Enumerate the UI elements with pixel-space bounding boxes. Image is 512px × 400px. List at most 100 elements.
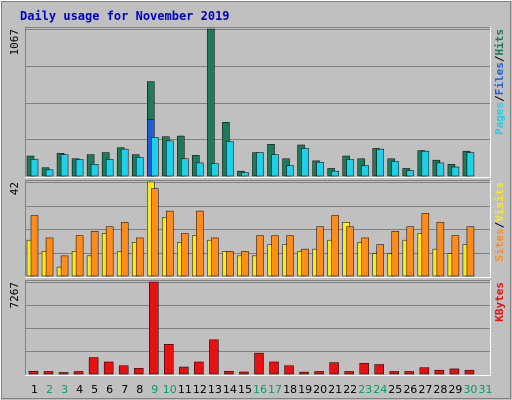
bars [26, 28, 475, 177]
bar-kbytes [179, 366, 189, 375]
bar-kbytes [359, 362, 369, 375]
bar-pages [271, 154, 279, 177]
x-tick-label: 24 [373, 383, 387, 396]
x-tick-label: 19 [298, 383, 312, 396]
x-tick-label: 11 [178, 383, 192, 396]
bar-sites [120, 222, 129, 277]
bar-hits [177, 135, 185, 177]
x-tick-label: 15 [238, 383, 252, 396]
bar-sites [421, 213, 430, 277]
bar-pages [376, 148, 384, 177]
x-tick-label: 2 [46, 383, 53, 396]
panel-kbytes: 7267 KBytes [8, 280, 506, 376]
bar-kbytes [103, 361, 114, 375]
x-tick-label: 10 [163, 383, 177, 396]
bar-sites [181, 233, 189, 277]
bars [28, 281, 475, 375]
legend-text: Pages/Files/Hits [493, 29, 506, 135]
bar-pages [75, 159, 84, 177]
x-tick-label: 27 [418, 383, 432, 396]
chart-title: Daily usage for November 2019 [20, 9, 230, 23]
x-tick-label: 14 [223, 383, 237, 396]
bar-pages [241, 172, 249, 177]
legend-separator: / [493, 55, 506, 62]
bar-pages [406, 170, 415, 177]
bar-sites [151, 188, 159, 277]
bar-pages [466, 152, 475, 177]
bar-kbytes [314, 371, 324, 375]
bar-pages [361, 165, 369, 177]
legend: Pages/Files/Hits [493, 29, 506, 135]
bar-pages [421, 150, 430, 177]
bar-kbytes [149, 281, 159, 375]
bar-pages [391, 161, 400, 177]
bar-pages [151, 137, 159, 177]
y-max-label: 1067 [8, 29, 21, 56]
bar-kbytes [224, 370, 234, 375]
bar-sites [45, 237, 54, 277]
bar-pages [196, 162, 204, 177]
bar-sites [226, 251, 234, 277]
bar-sites [105, 226, 114, 277]
bar-kbytes [299, 371, 309, 375]
bar-kbytes [329, 362, 339, 375]
bar-kbytes [58, 372, 69, 375]
x-tick-label: 17 [268, 383, 282, 396]
bar-kbytes [73, 371, 84, 375]
legend-entry: Visits [493, 182, 506, 222]
x-tick-label: 30 [463, 383, 477, 396]
x-tick-label: 20 [313, 383, 327, 396]
legend-entry: KBytes [493, 282, 506, 322]
bar-kbytes [464, 369, 475, 375]
legend-separator: / [493, 95, 506, 102]
bar-kbytes [419, 367, 430, 375]
bar-sites [196, 210, 204, 277]
x-tick-label: 23 [358, 383, 372, 396]
legend-separator: / [493, 221, 506, 228]
x-tick-label: 18 [283, 383, 297, 396]
bar-pages [60, 154, 69, 177]
bar-sites [436, 222, 445, 277]
bars [26, 181, 475, 277]
bar-kbytes [404, 371, 415, 375]
bar-kbytes [434, 369, 445, 375]
bar-pages [181, 158, 189, 177]
bar-kbytes [209, 339, 219, 375]
bar-pages [301, 148, 309, 177]
bar-sites [60, 255, 69, 277]
legend-entry: Hits [493, 29, 506, 56]
bar-pages [436, 162, 445, 177]
bar-kbytes [449, 368, 460, 375]
x-tick-label: 25 [388, 383, 402, 396]
bar-sites [90, 230, 99, 277]
bar-sites [271, 235, 279, 277]
bar-sites [211, 237, 219, 277]
bar-pages [286, 165, 294, 177]
bar-sites [331, 215, 339, 277]
bar-pages [211, 163, 219, 177]
y-max-label: 7267 [8, 282, 21, 309]
bar-pages [256, 152, 264, 177]
bar-sites [466, 226, 475, 277]
x-tick-label: 9 [151, 383, 158, 396]
bar-kbytes [118, 365, 129, 375]
bar-sites [406, 226, 415, 277]
x-tick-label: 31 [478, 383, 492, 396]
bar-kbytes [194, 361, 204, 375]
bar-sites [166, 210, 174, 277]
x-tick-label: 1 [31, 383, 38, 396]
legend: KBytes [493, 282, 506, 322]
legend-entry: Files [493, 62, 506, 95]
x-tick-label: 6 [106, 383, 113, 396]
bar-pages [135, 157, 144, 177]
bar-kbytes [239, 371, 249, 375]
bar-pages [316, 161, 324, 177]
bar-kbytes [389, 371, 400, 375]
bar-pages [30, 159, 39, 177]
bar-sites [301, 248, 309, 277]
bar-kbytes [254, 352, 264, 375]
bar-sites [391, 230, 400, 277]
